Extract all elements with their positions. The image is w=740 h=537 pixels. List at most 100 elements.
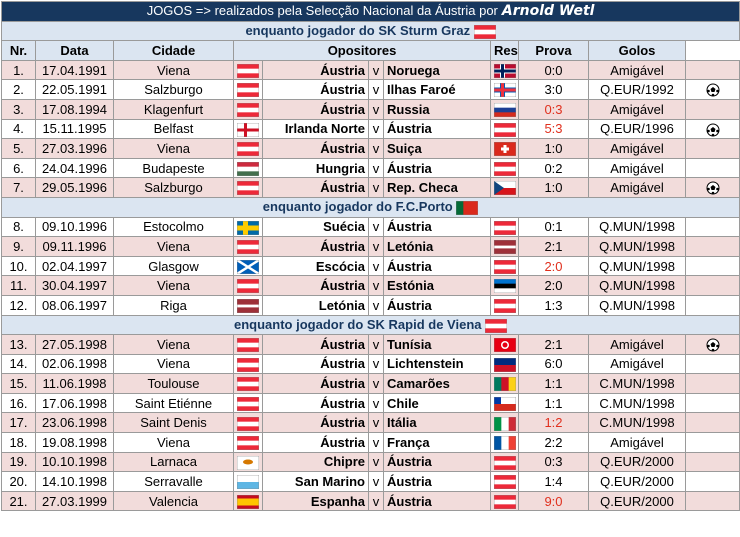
header-cell: Resultado	[490, 40, 519, 61]
versus: v	[368, 157, 384, 179]
away-flag	[490, 412, 519, 434]
home-team: Áustria	[262, 334, 369, 355]
city: Estocolmo	[113, 216, 234, 238]
match-row: 12. 08.06.1997 Riga Letónia v Áustria 1:3 Q.MUN…	[1, 294, 740, 316]
header-row: Nr.DataCidadeOpositoresResultadoProvaGol…	[1, 40, 740, 61]
match-row: 6. 24.04.1996 Budapeste Hungria v Áustria 0:2 A…	[1, 157, 740, 179]
number: 2.	[1, 79, 36, 100]
versus: v	[368, 79, 384, 100]
date: 15.11.1995	[35, 118, 114, 140]
match-row: 8. 09.10.1996 Estocolmo Suécia v Áustria 0:1 Q.…	[1, 216, 740, 238]
number: 20.	[1, 471, 36, 492]
home-team: Irlanda Norte	[262, 118, 369, 140]
away-flag	[490, 490, 519, 512]
home-flag	[233, 451, 263, 473]
flag	[236, 141, 260, 157]
city: Viena	[113, 353, 234, 375]
home-flag	[233, 373, 263, 394]
competition: Q.MUN/1998	[588, 236, 686, 257]
away-team: Chile	[383, 392, 491, 414]
flag	[473, 24, 497, 40]
home-team: Chipre	[262, 451, 369, 473]
result: 0:0	[518, 59, 589, 81]
home-flag	[233, 275, 263, 296]
flag	[493, 83, 516, 98]
away-flag	[490, 98, 519, 120]
result: 0:1	[518, 216, 589, 238]
competition: C.MUN/1998	[588, 412, 686, 434]
date: 27.03.1996	[35, 138, 114, 159]
home-team: Áustria	[262, 392, 369, 414]
flag	[236, 239, 260, 255]
flag	[493, 377, 516, 392]
date: 02.04.1997	[35, 255, 114, 277]
city: Toulouse	[113, 373, 234, 394]
flag	[493, 416, 516, 431]
date: 23.06.1998	[35, 412, 114, 434]
away-flag	[490, 294, 519, 316]
competition: Q.MUN/1998	[588, 294, 686, 316]
goals	[684, 432, 740, 453]
city: Viena	[113, 432, 234, 453]
competition: Amigável	[588, 334, 686, 355]
match-row: 9. 09.11.1996 Viena Áustria v Letónia 2:1 Q.MUN…	[1, 236, 740, 257]
result: 2:1	[518, 334, 589, 355]
match-row: 4. 15.11.1995 Belfast Irlanda Norte v Áustria…	[1, 118, 740, 140]
date: 17.06.1998	[35, 392, 114, 414]
match-row: 17. 23.06.1998 Saint Denis Áustria v Itália 1:…	[1, 412, 740, 434]
number: 14.	[1, 353, 36, 375]
flag	[236, 161, 260, 177]
header-cell: Opositores	[233, 40, 491, 61]
goals	[684, 98, 740, 120]
match-row: 13. 27.05.1998 Viena Áustria v Tunísia 2:1 Amig…	[1, 334, 740, 355]
home-flag	[233, 216, 263, 238]
home-flag	[233, 59, 263, 81]
away-flag	[490, 79, 519, 100]
competition: Amigável	[588, 353, 686, 375]
home-team: Áustria	[262, 138, 369, 159]
home-team: Escócia	[262, 255, 369, 277]
home-team: Espanha	[262, 490, 369, 512]
competition: Q.MUN/1998	[588, 255, 686, 277]
home-flag	[233, 118, 263, 140]
away-team: Tunísia	[383, 334, 491, 355]
competition: C.MUN/1998	[588, 373, 686, 394]
section-title: enquanto jogador do SK Rapid de Viena	[0, 314, 740, 336]
flag	[236, 396, 260, 412]
away-team: Áustria	[383, 471, 491, 492]
flag	[236, 298, 260, 314]
versus: v	[368, 59, 384, 81]
away-team: Áustria	[383, 255, 491, 277]
result: 0:3	[518, 98, 589, 120]
flag	[236, 337, 260, 353]
home-team: Hungria	[262, 157, 369, 179]
match-row: 1. 17.04.1991 Viena Áustria v Noruega 0:0 Amigá…	[1, 59, 740, 81]
flag	[493, 161, 516, 177]
city: Salzburgo	[113, 177, 234, 198]
competition: Q.EUR/2000	[588, 471, 686, 492]
flag	[493, 239, 516, 255]
flag	[493, 259, 516, 275]
goals	[684, 79, 740, 100]
flag	[493, 220, 516, 236]
goals	[684, 353, 740, 375]
versus: v	[368, 451, 384, 473]
match-row: 19. 10.10.1998 Larnaca Chipre v Áustria 0:3 Q.E…	[1, 451, 740, 473]
match-row: 20. 14.10.1998 Serravalle San Marino v Áustri…	[1, 471, 740, 492]
flag	[484, 318, 508, 334]
away-team: Rep. Checa	[383, 177, 491, 198]
versus: v	[368, 138, 384, 159]
result: 1:4	[518, 471, 589, 492]
flag	[236, 357, 260, 373]
number: 5.	[1, 138, 36, 159]
flag	[493, 435, 516, 451]
flag	[236, 377, 260, 392]
away-team: Áustria	[383, 118, 491, 140]
title-row: JOGOS => realizados pela Selecção Nacion…	[0, 1, 740, 22]
city: Saint Etiénne	[113, 392, 234, 414]
flag	[236, 258, 260, 275]
home-flag	[233, 236, 263, 257]
result: 0:2	[518, 157, 589, 179]
away-flag	[490, 216, 519, 238]
match-row: 11. 30.04.1997 Viena Áustria v Estónia 2:0 Q.MU…	[1, 275, 740, 296]
